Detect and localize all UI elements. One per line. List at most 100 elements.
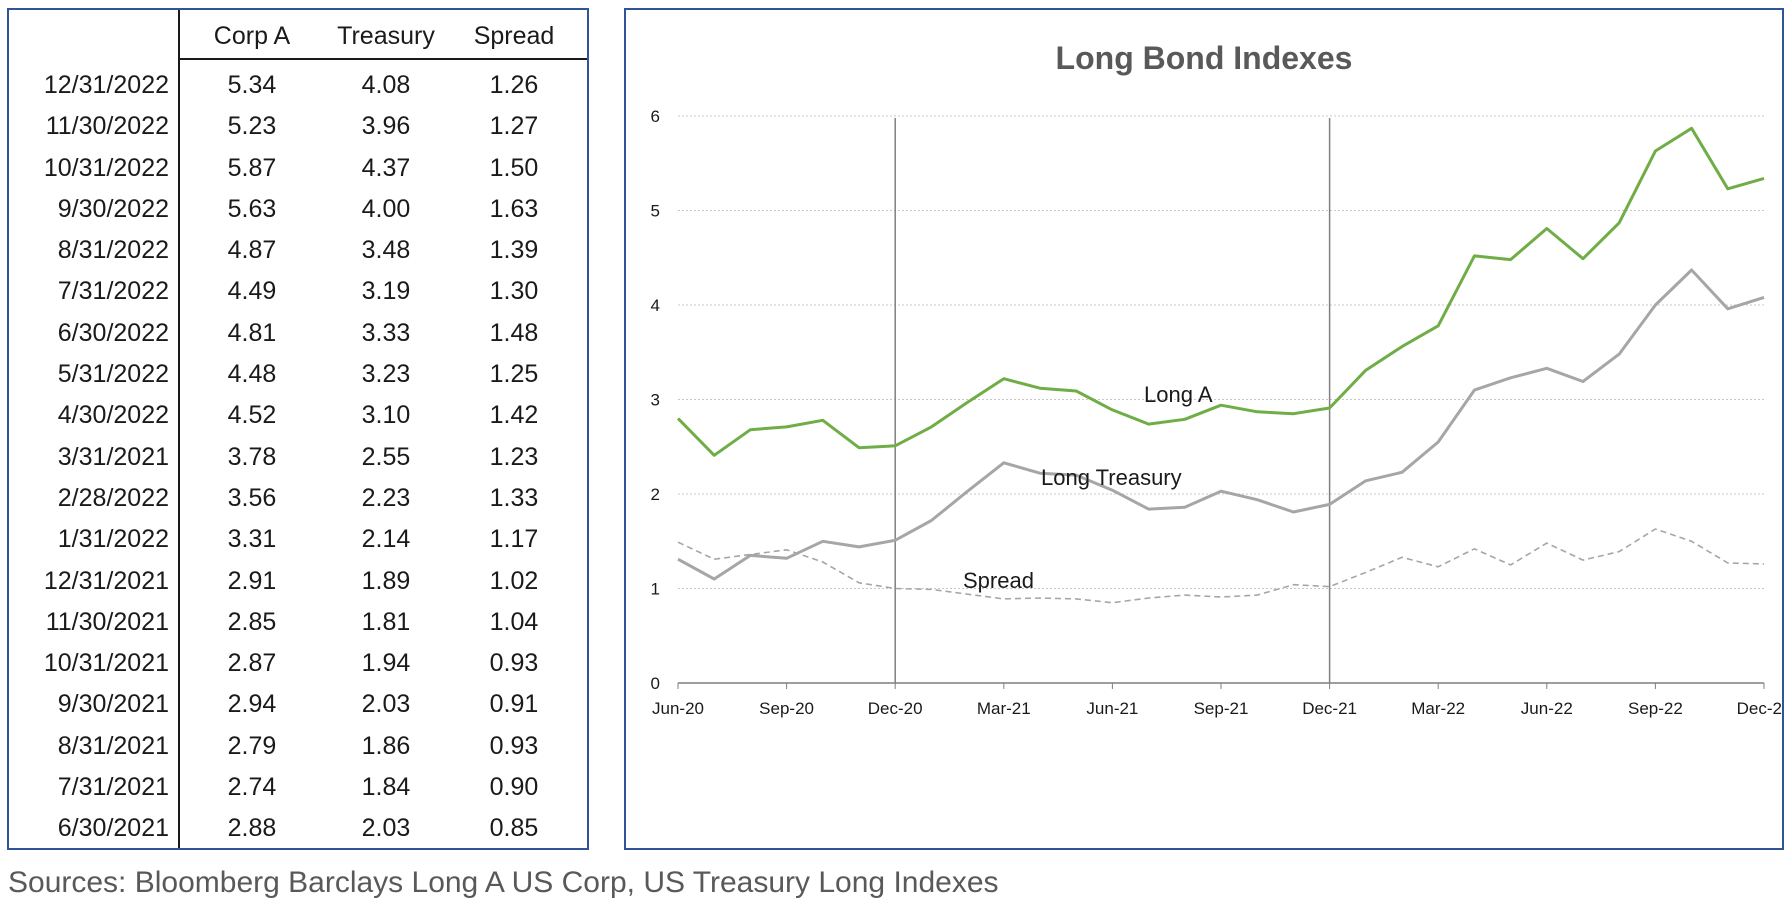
cell-spread: 1.48	[489, 318, 539, 347]
series-label-long-treasury: Long Treasury	[1041, 465, 1182, 490]
cell-treasury: 3.23	[361, 360, 411, 389]
table-row: 7/31/2022 4.49 3.19 1.30	[9, 272, 587, 313]
cell-date: 6/30/2021	[57, 814, 169, 843]
x-tick-label: Jun-20	[652, 699, 704, 718]
cell-spread: 1.33	[489, 483, 539, 512]
cell-corp-a: 4.52	[227, 401, 277, 430]
cell-corp-a: 3.78	[227, 442, 277, 471]
column-header-corp-a: Corp A	[213, 22, 291, 50]
cell-spread: 1.27	[489, 112, 539, 141]
series-line-spread	[677, 528, 1765, 604]
cell-date: 8/31/2022	[57, 236, 169, 265]
cell-date: 3/31/2021	[57, 442, 169, 471]
table-row: 4/30/2022 4.52 3.10 1.42	[9, 396, 587, 437]
cell-treasury: 2.03	[361, 690, 411, 719]
cell-date: 9/30/2021	[57, 690, 169, 719]
cell-date: 2/28/2022	[57, 483, 169, 512]
table-row: 1/31/2022 3.31 2.14 1.17	[9, 520, 587, 561]
cell-corp-a: 2.74	[227, 773, 277, 802]
table-row: 3/31/2021 3.78 2.55 1.23	[9, 438, 587, 479]
cell-spread: 0.90	[489, 773, 539, 802]
table-row: 5/31/2022 4.48 3.23 1.25	[9, 355, 587, 396]
table-row: 11/30/2021 2.85 1.81 1.04	[9, 603, 587, 644]
table-body: 12/31/2022 5.34 4.08 1.26 11/30/2022 5.23 3.96…	[9, 66, 587, 851]
cell-treasury: 1.94	[361, 649, 411, 678]
cell-corp-a: 2.87	[227, 649, 277, 678]
cell-spread: 1.25	[489, 360, 539, 389]
x-tick-label: Mar-22	[1411, 699, 1465, 718]
cell-corp-a: 5.23	[227, 112, 277, 141]
cell-spread: 1.17	[489, 525, 539, 554]
cell-treasury: 1.84	[361, 773, 411, 802]
cell-treasury: 4.08	[361, 71, 411, 99]
data-table: Corp A Treasury Spread 12/31/2022 5.34 4.0…	[7, 8, 589, 850]
cell-corp-a: 3.56	[227, 483, 277, 512]
cell-treasury: 2.23	[361, 483, 411, 512]
x-tick-label: Dec-21	[1302, 699, 1357, 718]
cell-treasury: 2.55	[361, 442, 411, 471]
series-line-long-treasury	[677, 268, 1765, 581]
y-tick-label: 0	[651, 674, 660, 693]
cell-spread: 0.93	[489, 731, 539, 760]
x-tick-label: Sep-20	[759, 699, 814, 718]
y-tick-label: 4	[651, 296, 660, 315]
cell-treasury: 4.00	[361, 194, 411, 223]
x-tick-label: Dec-22	[1737, 699, 1782, 718]
series-label-long-a: Long A	[1144, 382, 1213, 407]
x-tick-label: Sep-21	[1194, 699, 1249, 718]
cell-treasury: 4.37	[361, 153, 411, 182]
cell-corp-a: 3.31	[227, 525, 277, 554]
y-tick-label: 6	[651, 107, 660, 126]
cell-date: 7/31/2021	[57, 773, 169, 802]
cell-corp-a: 2.79	[227, 731, 277, 760]
cell-corp-a: 2.91	[227, 566, 277, 595]
cell-spread: 0.91	[489, 690, 539, 719]
cell-date: 1/31/2022	[57, 525, 169, 554]
cell-spread: 1.26	[489, 71, 539, 99]
cell-corp-a: 2.88	[227, 814, 277, 843]
cell-spread: 1.30	[489, 277, 539, 306]
cell-spread: 0.93	[489, 649, 539, 678]
column-header-treasury: Treasury	[337, 22, 435, 50]
cell-date: 6/30/2022	[57, 318, 169, 347]
y-tick-label: 2	[651, 485, 660, 504]
y-tick-label: 1	[651, 580, 660, 599]
cell-date: 10/31/2022	[43, 153, 169, 182]
cell-corp-a: 2.94	[227, 690, 277, 719]
cell-spread: 1.50	[489, 153, 539, 182]
cell-corp-a: 4.87	[227, 236, 277, 265]
cell-treasury: 3.48	[361, 236, 411, 265]
table-row: 7/31/2021 2.74 1.84 0.90	[9, 768, 587, 809]
cell-treasury: 1.86	[361, 731, 411, 760]
x-tick-label: Dec-20	[868, 699, 923, 718]
line-chart: 0 1 2 3 4 5 6 Jun-20 Sep-20 Dec-20 Mar-21 Jun-21 Sep…	[651, 107, 1782, 718]
cell-date: 9/30/2022	[57, 194, 169, 223]
table-header-divider	[178, 58, 587, 60]
x-tick-label: Jun-22	[1521, 699, 1573, 718]
table-row: 2/28/2022 3.56 2.23 1.33	[9, 479, 587, 520]
cell-spread: 1.39	[489, 236, 539, 265]
cell-treasury: 3.19	[361, 277, 411, 306]
cell-treasury: 3.33	[361, 318, 411, 347]
cell-treasury: 3.96	[361, 112, 411, 141]
cell-date: 12/31/2021	[43, 566, 169, 595]
cell-date: 11/30/2022	[45, 112, 169, 141]
cell-corp-a: 5.34	[227, 71, 277, 99]
table-row: 8/31/2021 2.79 1.86 0.93	[9, 727, 587, 768]
cell-date: 8/31/2021	[57, 731, 169, 760]
cell-date: 5/31/2022	[57, 360, 169, 389]
cell-treasury: 1.81	[361, 607, 411, 636]
cell-spread: 1.02	[489, 566, 539, 595]
table-row: 6/30/2021 2.88 2.03 0.85	[9, 809, 587, 850]
chart-title: Long Bond Indexes	[1055, 40, 1353, 76]
cell-spread: 1.04	[489, 607, 539, 636]
x-tick-label: Jun-21	[1086, 699, 1138, 718]
cell-corp-a: 4.49	[227, 277, 277, 306]
series-line-long-a	[676, 126, 1765, 457]
cell-spread: 0.85	[489, 814, 539, 843]
table-row: 9/30/2022 5.63 4.00 1.63	[9, 190, 587, 231]
y-tick-label: 5	[651, 202, 660, 221]
cell-corp-a: 4.81	[227, 318, 277, 347]
cell-date: 10/31/2021	[43, 649, 169, 678]
cell-corp-a: 2.85	[227, 607, 277, 636]
